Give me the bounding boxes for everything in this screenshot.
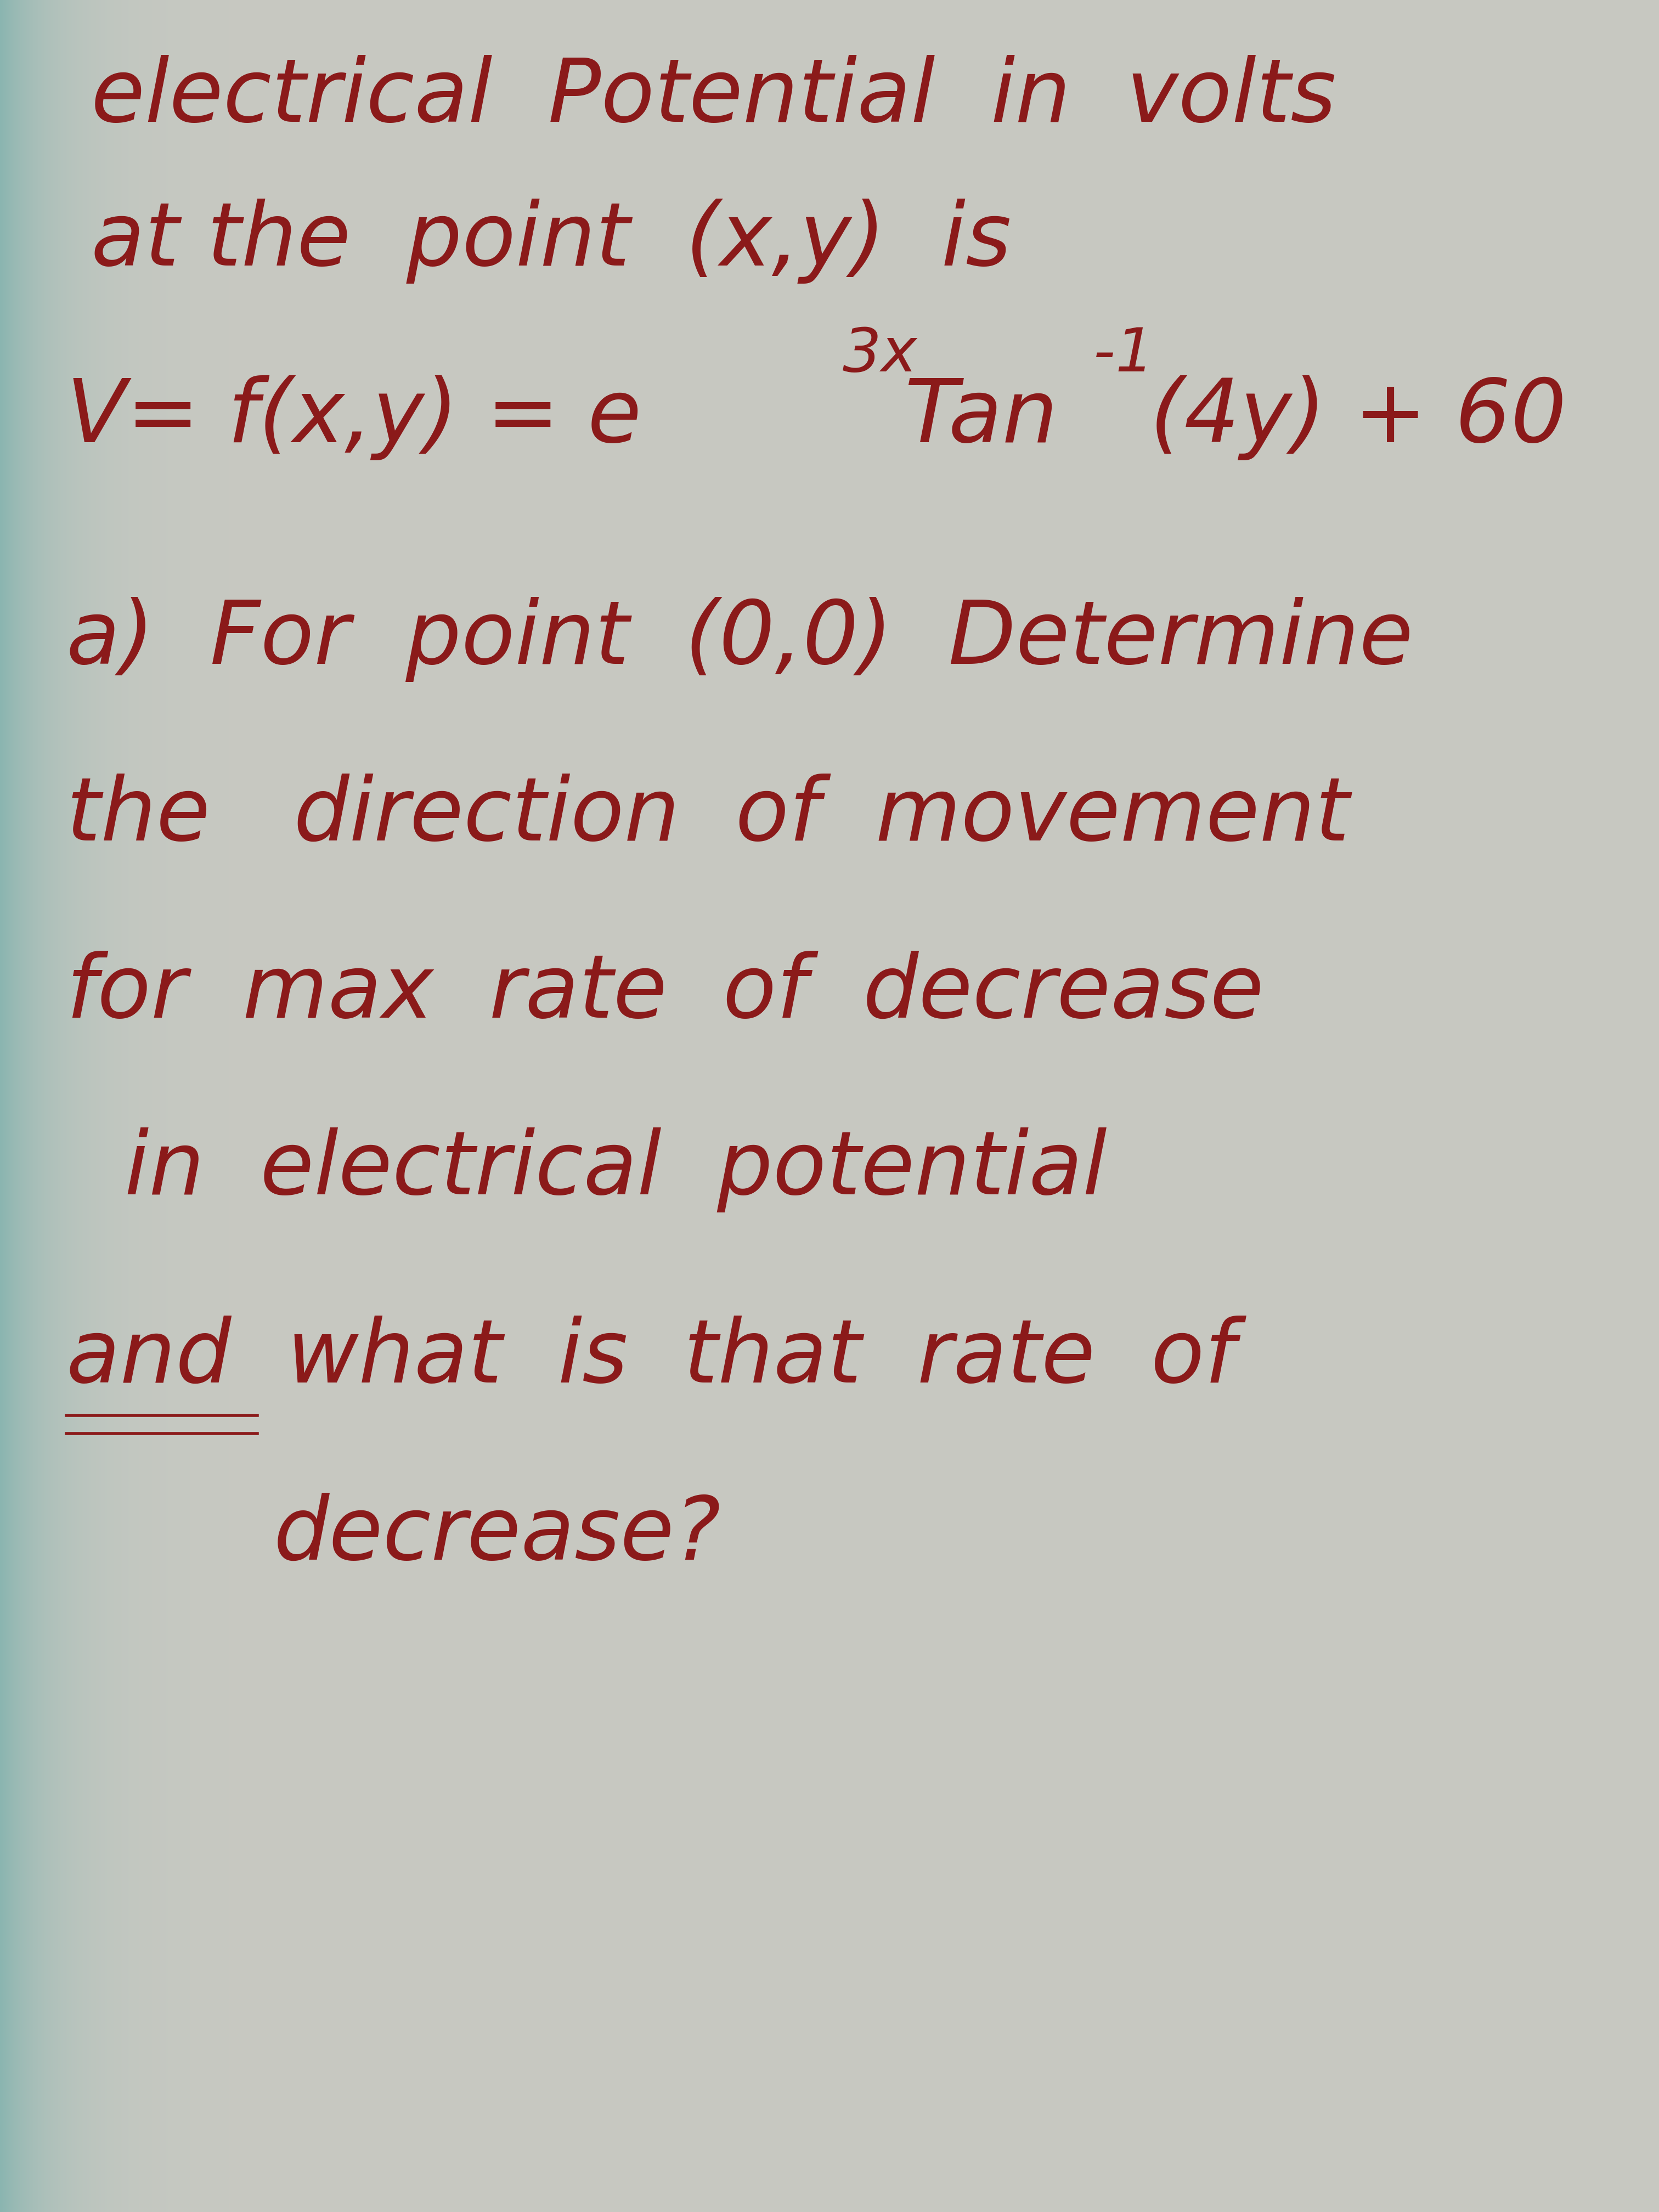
Text: a)  For  point  (0,0)  Determine: a) For point (0,0) Determine [66,597,1413,681]
Text: V= f(x,y) = e: V= f(x,y) = e [66,376,642,460]
Text: 3x: 3x [843,325,917,385]
Text: electrical  Potential  in  volts: electrical Potential in volts [91,55,1337,139]
Text: in  electrical  potential: in electrical potential [124,1128,1107,1212]
Text: for  max  rate  of  decrease: for max rate of decrease [66,951,1264,1035]
Text: -1: -1 [1093,325,1155,385]
Text: Tan: Tan [904,376,1058,460]
Text: at the  point  (x,y)  is: at the point (x,y) is [91,199,1012,283]
Text: (4y) + 60: (4y) + 60 [1150,376,1566,460]
Text: decrease?: decrease? [274,1493,722,1577]
Text: and  what  is  that  rate  of: and what is that rate of [66,1316,1236,1400]
Text: the   direction  of  movement: the direction of movement [66,774,1349,858]
